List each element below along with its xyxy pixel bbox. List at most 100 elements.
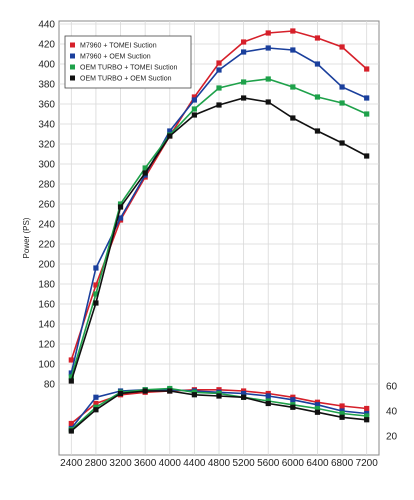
power-point (191, 112, 197, 118)
x-tick-label: 6000 (282, 458, 305, 469)
torque-point (290, 404, 296, 410)
power-point (68, 378, 74, 384)
power-point (314, 128, 321, 134)
torque-point (314, 402, 321, 408)
power-point (265, 30, 271, 36)
y-tick-label: 160 (38, 300, 55, 311)
y-tick-label: 260 (38, 200, 55, 211)
power-point (93, 265, 99, 271)
y-tick-label: 140 (38, 320, 55, 331)
y2-tick-label: 20 (386, 432, 398, 443)
y-tick-label: 340 (38, 120, 55, 131)
torque-point (314, 405, 321, 412)
y2-axis-ticks: 20 40 60 (386, 382, 398, 443)
power-point (364, 66, 370, 72)
power-point (93, 282, 99, 288)
x-tick-label: 4400 (183, 458, 206, 469)
power-point (68, 370, 74, 376)
power-point (216, 67, 222, 73)
torque-point (241, 394, 247, 400)
x-tick-label: 4000 (159, 458, 182, 469)
power-point (216, 85, 222, 91)
power-point (314, 35, 321, 41)
x-tick-label: 7200 (356, 458, 379, 469)
torque-point (216, 393, 222, 399)
torque-point (93, 394, 99, 400)
power-point (339, 100, 345, 106)
x-tick-label: 2400 (60, 458, 83, 469)
y-tick-label: 300 (38, 160, 55, 171)
y-tick-label: 420 (38, 40, 55, 51)
power-point (314, 61, 321, 67)
power-point (364, 95, 370, 101)
torque-point (265, 400, 271, 407)
y-tick-label: 440 (38, 20, 55, 31)
x-tick-label: 5200 (232, 458, 255, 469)
power-point (68, 374, 74, 380)
power-point (216, 102, 222, 108)
torque-point (93, 400, 99, 407)
y-axis-label: Power (PS) (22, 217, 31, 258)
power-point (265, 99, 271, 105)
power-point (167, 128, 173, 134)
y-tick-label: 320 (38, 140, 55, 151)
power-point (290, 115, 296, 121)
legend-label: OEM TURBO + TOMEI Suction (80, 65, 178, 72)
power-point (290, 47, 296, 53)
legend-swatch (70, 42, 75, 48)
y-axis-ticks: 80 100 120 140 160 180 200 220 240 260 280 300 320 34… (38, 20, 55, 391)
power-point (191, 106, 197, 112)
x-tick-label: 3200 (109, 458, 132, 469)
power-point (241, 79, 247, 85)
torque-point (117, 390, 124, 397)
torque-point (265, 393, 271, 399)
torque-point (364, 405, 370, 412)
legend-box (64, 35, 192, 89)
legend-label: M7960 + TOMEI Suction (80, 43, 157, 50)
y-tick-label: 120 (38, 340, 55, 351)
x-tick-label: 4800 (208, 458, 231, 469)
power-point (117, 215, 124, 221)
torque-point (339, 414, 345, 420)
torque-point (241, 390, 247, 397)
power-point (117, 204, 124, 210)
power-point (339, 84, 345, 90)
y-tick-label: 400 (38, 60, 55, 71)
torque-point (339, 403, 345, 409)
y-tick-label: 200 (38, 260, 55, 271)
legend-label: M7960 + OEM Suction (80, 54, 151, 61)
x-tick-label: 5600 (257, 458, 280, 469)
torque-point (364, 417, 370, 423)
torque-point (290, 397, 296, 403)
power-point (290, 84, 296, 90)
power-point (191, 94, 197, 100)
torque-point (364, 413, 370, 419)
y-tick-label: 100 (38, 360, 55, 371)
power-point (364, 153, 370, 159)
power-point (241, 39, 247, 45)
power-point (142, 170, 148, 176)
legend-swatch (70, 64, 75, 70)
power-point (265, 45, 271, 51)
power-point (167, 133, 173, 139)
legend-swatch (70, 75, 75, 81)
y2-tick-label: 60 (386, 382, 398, 393)
legend: M7960 + TOMEI Suction M7960 + OEM Suction… (64, 35, 192, 89)
torque-point (68, 428, 74, 434)
torque-point (142, 388, 148, 394)
power-point (265, 76, 271, 82)
torque-point (314, 409, 321, 415)
power-point (191, 97, 197, 103)
x-tick-label: 6800 (331, 458, 354, 469)
x-tick-label: 2800 (85, 458, 108, 469)
power-point (339, 44, 345, 50)
y2-tick-label: 40 (386, 407, 398, 418)
y-tick-label: 240 (38, 220, 55, 231)
power-point (241, 49, 247, 55)
power-point (93, 291, 99, 297)
power-point (241, 95, 247, 101)
power-point (142, 165, 148, 171)
x-tick-label: 3600 (134, 458, 157, 469)
series-layer (68, 28, 370, 434)
